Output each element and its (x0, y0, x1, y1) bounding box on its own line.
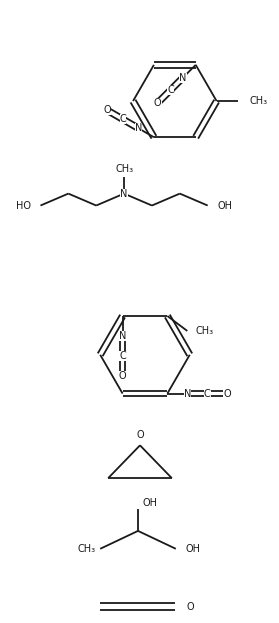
Text: O: O (187, 602, 194, 612)
Text: N: N (121, 189, 128, 199)
Text: CH₃: CH₃ (249, 96, 268, 106)
Text: N: N (135, 123, 142, 133)
Text: O: O (119, 371, 126, 381)
Text: CH₃: CH₃ (195, 326, 213, 336)
Text: C: C (119, 351, 126, 361)
Text: C: C (204, 389, 211, 399)
Text: CH₃: CH₃ (77, 544, 95, 554)
Text: O: O (104, 105, 111, 115)
Text: O: O (223, 389, 231, 399)
Text: C: C (119, 115, 126, 125)
Text: O: O (136, 430, 144, 440)
Text: N: N (119, 331, 126, 341)
Text: N: N (179, 72, 187, 82)
Text: CH₃: CH₃ (115, 164, 133, 174)
Text: N: N (184, 389, 191, 399)
Text: O: O (154, 98, 162, 108)
Text: OH: OH (218, 201, 233, 211)
Text: OH: OH (143, 498, 158, 508)
Text: HO: HO (16, 201, 30, 211)
Text: OH: OH (186, 544, 201, 554)
Text: C: C (167, 85, 174, 95)
